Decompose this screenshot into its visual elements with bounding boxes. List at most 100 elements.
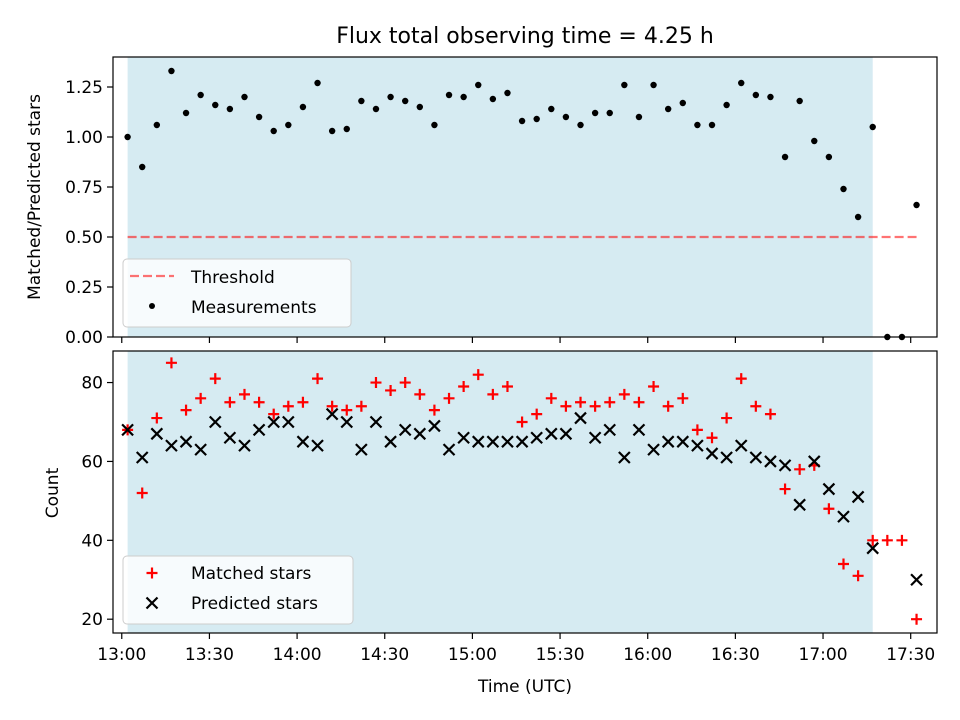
measurement-point: [416, 103, 424, 111]
matched-star-point: [911, 613, 923, 625]
matched-star-point: [531, 408, 543, 420]
predicted-star-point: [165, 439, 178, 452]
measurement-point: [182, 109, 190, 117]
bottom-y-axis-label: Count: [43, 467, 63, 518]
bottom-x-tick-label: 13:00: [97, 645, 146, 665]
bottom-x-tick-label: 13:30: [185, 645, 234, 665]
matched-star-point: [443, 392, 455, 404]
matched-star-point: [516, 416, 528, 428]
bottom-x-tick-label: 17:30: [886, 645, 935, 665]
measurement-point: [869, 123, 876, 131]
bottom-y-tick-label: 40: [81, 531, 103, 551]
top-legend-box: [122, 258, 352, 328]
predicted-star-point: [282, 415, 295, 429]
matched-star-point: [618, 388, 630, 400]
measurement-point: [372, 105, 380, 113]
matched-star-point: [764, 408, 776, 420]
matched-star-point: [414, 388, 426, 400]
predicted-star-point: [457, 431, 470, 445]
measurement-point: [854, 213, 862, 221]
matched-star-point: [428, 404, 440, 416]
predicted-star-point: [574, 411, 587, 425]
matched-star-point: [575, 396, 587, 408]
bottom-x-tick-label: 14:00: [273, 645, 322, 665]
bottom-legend-box: [122, 555, 354, 625]
matched-star-point: [472, 369, 484, 381]
predicted-star-point: [588, 431, 602, 445]
predicted-star-point: [238, 439, 251, 452]
predicted-star-point: [135, 451, 149, 464]
measurement-point: [781, 153, 789, 161]
matched-star-point: [282, 400, 294, 412]
matched-star-point: [224, 396, 236, 408]
measurement-point: [840, 185, 847, 193]
bottom-axes-frame: [112, 350, 938, 634]
predicted-star-point: [764, 455, 777, 468]
predicted-star-point: [179, 435, 193, 448]
predicted-star-point: [632, 423, 646, 437]
predicted-star-point: [398, 423, 412, 437]
measurement-point: [299, 103, 307, 111]
matched-star-point: [881, 534, 893, 546]
top-y-tick-label: 1.25: [65, 78, 103, 98]
legend-predicted-swatch: [145, 596, 159, 610]
measurement-point: [124, 133, 131, 141]
matched-star-point: [341, 404, 353, 416]
predicted-star-point: [822, 482, 836, 496]
legend-threshold-label: Threshold: [190, 268, 275, 288]
measurement-point: [562, 113, 570, 121]
measurement-point: [650, 81, 657, 89]
matched-star-point: [195, 392, 207, 404]
bottom-x-tick-label: 17:00: [799, 645, 848, 665]
predicted-star-point: [910, 573, 923, 587]
matched-star-point: [136, 487, 148, 499]
matched-star-point: [750, 400, 762, 412]
predicted-star-point: [866, 541, 879, 555]
measurement-point: [504, 89, 511, 97]
predicted-star-point: [340, 415, 354, 429]
legend-measurements-label: Measurements: [191, 298, 317, 318]
matched-star-point: [691, 424, 703, 436]
predicted-star-point: [428, 419, 441, 433]
measurement-point: [431, 121, 438, 129]
chart-title: Flux total observing time = 4.25 h: [336, 24, 714, 49]
measurement-point: [212, 101, 219, 109]
matched-star-point: [706, 432, 718, 444]
matched-star-point: [399, 377, 411, 389]
measurement-point: [445, 91, 453, 99]
bottom-x-tick-label: 15:30: [536, 645, 585, 665]
measurement-point: [475, 81, 482, 89]
top-y-tick-label: 0.50: [65, 228, 103, 248]
predicted-star-point: [413, 427, 427, 441]
predicted-star-point: [501, 435, 514, 448]
predicted-star-point: [515, 435, 529, 448]
measurement-point: [577, 121, 584, 129]
matched-star-point: [151, 412, 163, 424]
measurement-point: [591, 109, 599, 117]
predicted-star-point: [851, 490, 865, 504]
top-y-tick-label: 0.75: [65, 178, 103, 198]
measurement-point: [913, 201, 920, 209]
matched-star-point: [326, 400, 338, 412]
measurement-point: [168, 67, 175, 75]
matched-star-point: [633, 396, 645, 408]
predicted-star-point: [691, 439, 704, 452]
measurement-point: [767, 93, 774, 101]
matched-star-point: [268, 408, 280, 420]
top-panel: 0.00 0.25 0.50 0.75 1.00 1.25 Threshold Measure…: [65, 56, 938, 348]
matched-star-point: [545, 392, 557, 404]
predicted-star-point: [793, 498, 806, 512]
measurement-point: [884, 333, 891, 341]
bottom-x-tick-label: 15:00: [448, 645, 497, 665]
matched-star-point: [487, 388, 499, 400]
predicted-star-point: [734, 439, 748, 452]
predicted-star-point: [442, 443, 456, 456]
matched-star-point: [604, 396, 616, 408]
measurement-point: [708, 121, 716, 129]
matched-star-point: [501, 380, 513, 392]
matched-star-point: [794, 463, 806, 475]
measurement-point: [723, 101, 730, 109]
top-y-axis-label: Matched/Predicted stars: [25, 94, 45, 300]
matched-star-point: [209, 373, 221, 385]
